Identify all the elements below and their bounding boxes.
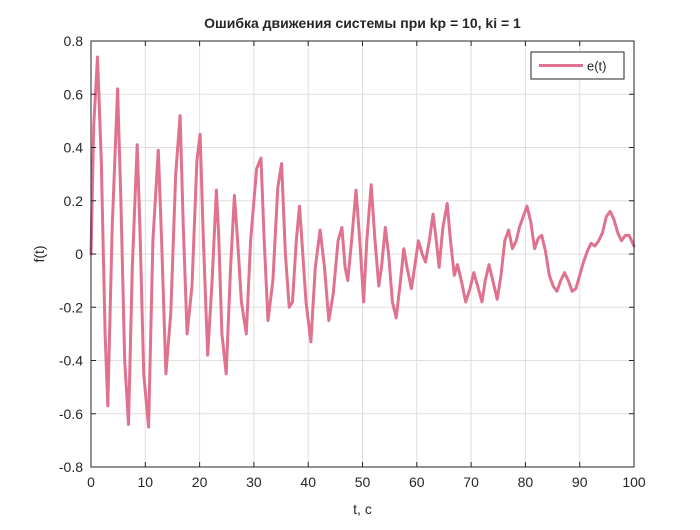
- y-tick-label: 0.4: [64, 140, 84, 156]
- y-tick-label: -0.8: [59, 459, 83, 475]
- legend: e(t): [530, 51, 625, 80]
- series-layer: [89, 55, 636, 429]
- y-tick-label: -0.2: [59, 299, 83, 315]
- y-tick-label: -0.4: [59, 353, 83, 369]
- chart-title: Ошибка движения системы при kp = 10, ki …: [204, 15, 521, 31]
- y-tick-label: -0.6: [59, 406, 83, 422]
- x-axis-label: t, c: [353, 501, 372, 517]
- y-tick-label: 0.6: [64, 86, 84, 102]
- y-tick-label: 0.2: [64, 193, 84, 209]
- y-axis-label: f(t): [31, 245, 47, 262]
- series-line-e-t: [89, 55, 636, 429]
- x-tick-label: 20: [192, 474, 208, 490]
- ticks: 0 10 20 30 40 50 60 70 80 90 100 -0.8 -0.6 -0.4 -0.2 0 0…: [59, 33, 646, 490]
- x-tick-label: 70: [463, 474, 479, 490]
- x-tick-label: 30: [246, 474, 262, 490]
- x-tick-label: 90: [572, 474, 588, 490]
- x-tick-label: 40: [300, 474, 316, 490]
- x-tick-label: 10: [138, 474, 154, 490]
- y-tick-label: 0.8: [64, 33, 84, 49]
- legend-entry-label: e(t): [587, 59, 607, 74]
- y-tick-label: 0: [75, 246, 83, 262]
- x-tick-label: 0: [87, 474, 95, 490]
- x-tick-label: 60: [409, 474, 425, 490]
- x-tick-label: 100: [622, 474, 646, 490]
- x-tick-label: 50: [355, 474, 371, 490]
- x-tick-label: 80: [518, 474, 534, 490]
